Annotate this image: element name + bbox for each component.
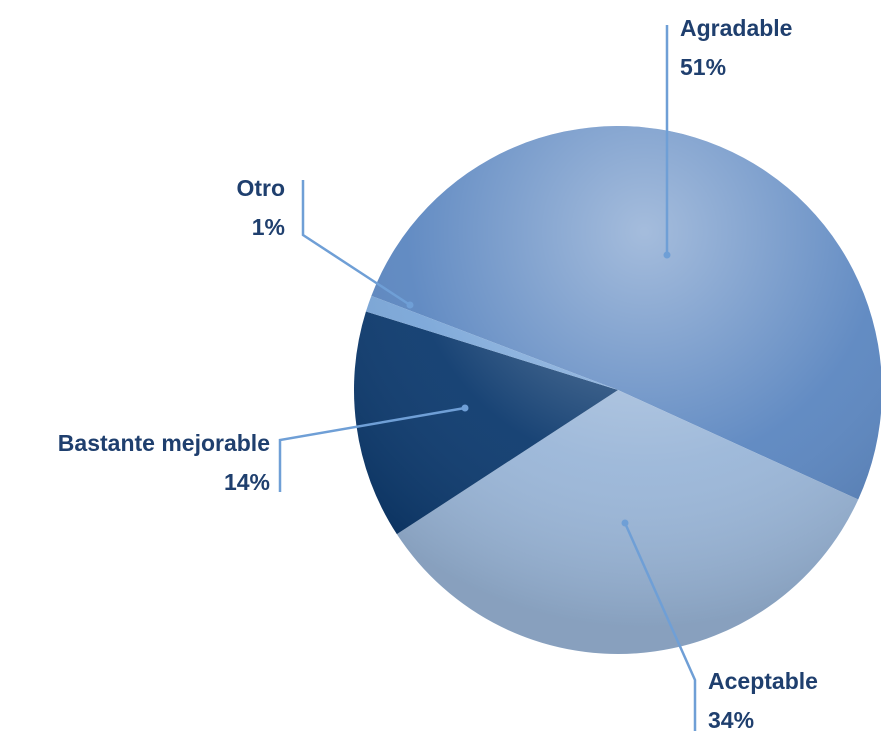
leader-dot bbox=[621, 519, 629, 527]
leader-dot bbox=[663, 251, 671, 259]
slice-label: Agradable bbox=[680, 15, 792, 41]
leader-line bbox=[623, 522, 697, 731]
slice-value-label: 34% bbox=[708, 707, 754, 731]
leader-dot bbox=[461, 404, 469, 412]
leader-line bbox=[301, 180, 411, 307]
pie bbox=[354, 126, 881, 654]
slice-label: Aceptable bbox=[708, 668, 818, 694]
slice-value-label: 1% bbox=[252, 214, 285, 240]
labels: Agradable 51% Aceptable 34% Bastante mejorab… bbox=[58, 15, 818, 731]
leader-line bbox=[278, 406, 466, 492]
slice-value-label: 51% bbox=[680, 54, 726, 80]
slice-label: Bastante mejorable bbox=[58, 430, 270, 456]
slice-label: Otro bbox=[236, 175, 285, 201]
leader-dot bbox=[406, 301, 414, 309]
slice-value-label: 14% bbox=[224, 469, 270, 495]
